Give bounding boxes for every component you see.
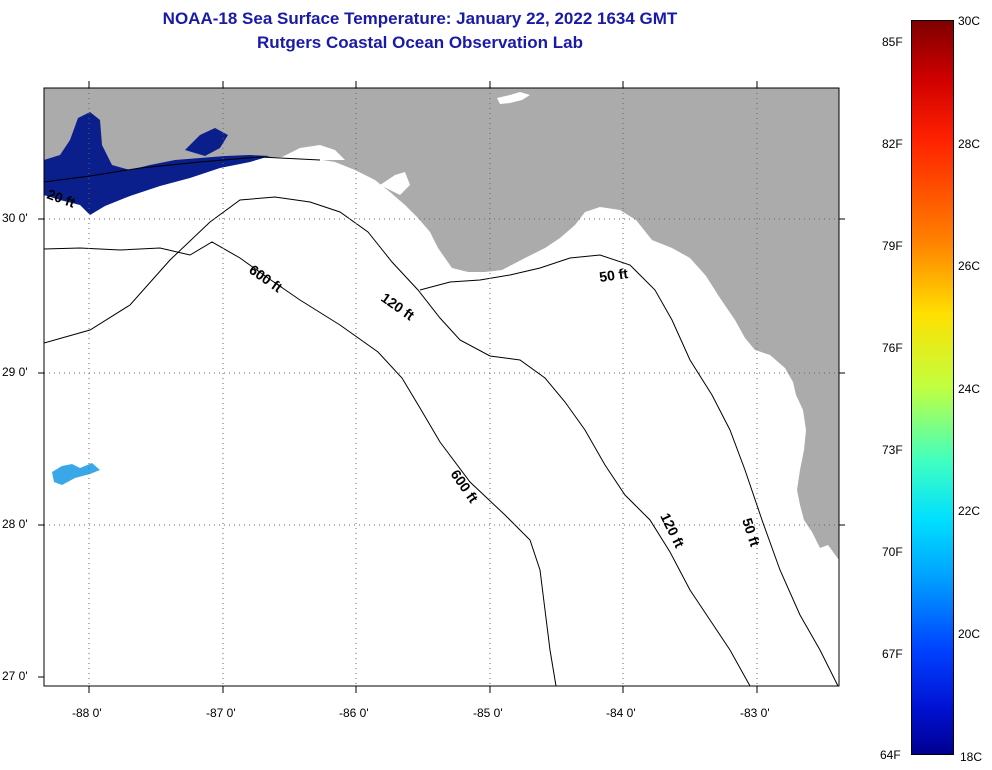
contour-label-50-upper: 50 ft — [598, 265, 629, 285]
colorbar-c-label: 28C — [958, 137, 981, 151]
lat-label: 28 0' — [2, 517, 28, 531]
cold-water-bay — [185, 128, 228, 156]
colorbar-f-label: 85F — [882, 35, 903, 49]
colorbar-f-label: 64F — [880, 748, 901, 762]
land-mass — [44, 88, 839, 560]
colorbar-f-label: 73F — [882, 443, 903, 457]
lon-label: -86 0' — [339, 706, 369, 720]
colorbar-c-label: 24C — [958, 382, 981, 396]
contour-50ft — [419, 254, 839, 686]
colorbar-c-label: 30C — [958, 14, 981, 28]
lon-label: -85 0' — [473, 706, 503, 720]
contour-20ft — [44, 156, 321, 183]
lon-label: -84 0' — [606, 706, 636, 720]
cold-water-patch — [44, 112, 270, 215]
colorbar-f-label: 67F — [882, 647, 903, 661]
chart-subtitle: Rutgers Coastal Ocean Observation Lab — [257, 33, 583, 52]
colorbar-c-label: 18C — [960, 750, 983, 764]
colorbar-f-label: 82F — [882, 137, 903, 151]
colorbar-f-label: 70F — [882, 545, 903, 559]
colorbar-f-label: 79F — [882, 239, 903, 253]
lat-label: 29 0' — [2, 365, 28, 379]
lon-label: -87 0' — [206, 706, 236, 720]
lake-island — [497, 92, 530, 104]
colorbar-c-label: 20C — [958, 627, 981, 641]
axis-ticks — [38, 81, 845, 693]
lon-label: -83 0' — [740, 706, 770, 720]
lat-label: 27 0' — [2, 669, 28, 683]
contour-120ft — [44, 196, 751, 686]
bay-inlet — [280, 145, 345, 160]
chart-title: NOAA-18 Sea Surface Temperature: January… — [162, 9, 678, 28]
colorbar-f-label: 76F — [882, 341, 903, 355]
temperature-colorbar — [911, 20, 954, 755]
bay-inlet-2 — [380, 172, 410, 195]
map-frame — [43, 87, 840, 687]
colorbar-c-label: 22C — [958, 504, 981, 518]
warm-water-patch — [52, 463, 100, 485]
colorbar-c-label: 26C — [958, 259, 981, 273]
contour-600ft — [44, 241, 557, 686]
lon-label: -88 0' — [72, 706, 102, 720]
lat-label: 30 0' — [2, 211, 28, 225]
